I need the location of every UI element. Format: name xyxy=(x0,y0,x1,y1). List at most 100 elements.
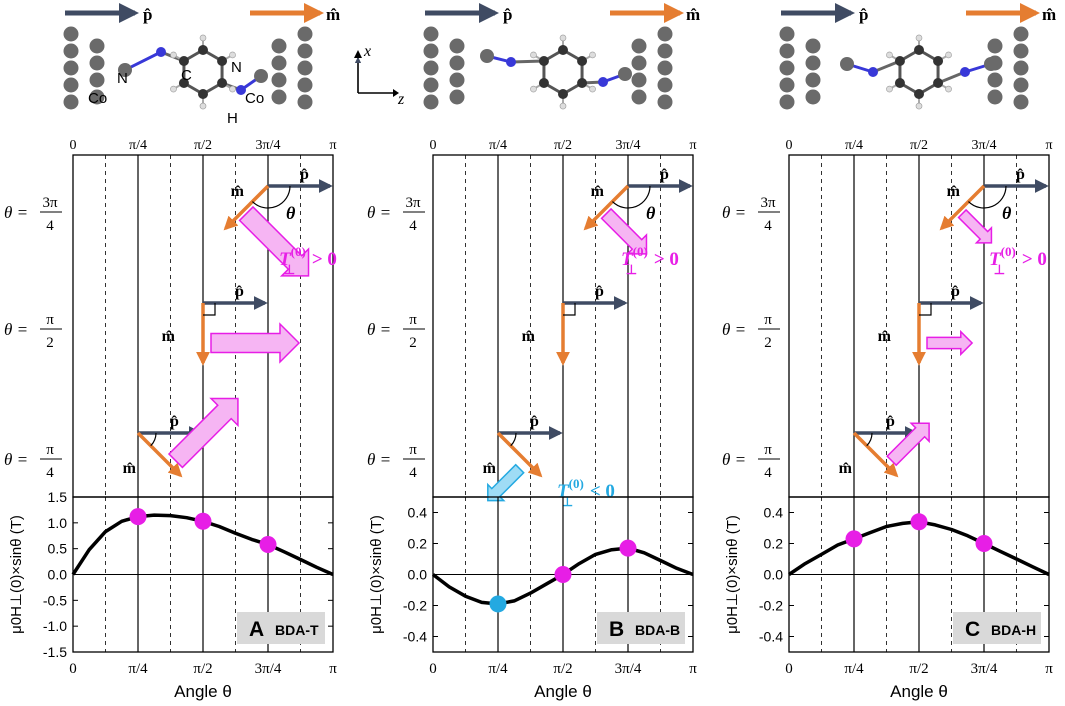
co-atom xyxy=(779,26,795,42)
co-atom xyxy=(449,72,465,88)
co-atom xyxy=(423,94,439,110)
torque-label-sub: ⊥ xyxy=(284,262,295,277)
row-label-den: 2 xyxy=(764,335,772,351)
co-atom xyxy=(657,60,673,76)
torque-label-positive: T(0) ⊥ > 0 xyxy=(989,244,1047,277)
x-tick-label: 0 xyxy=(785,661,793,677)
m-legend-label: m̂ xyxy=(326,5,340,24)
h-atom xyxy=(530,51,537,59)
p-vector-label: p̂ xyxy=(951,283,960,300)
h-atom xyxy=(945,85,952,93)
h-atom xyxy=(199,102,207,110)
y-tick-label: -0.2 xyxy=(403,598,427,614)
co-atom xyxy=(1013,77,1029,93)
m-vector-label: m̂ xyxy=(231,183,245,200)
m-legend-label: m̂ xyxy=(686,5,700,24)
c-atom xyxy=(914,45,924,55)
co-atom xyxy=(779,77,795,93)
row-label-den: 2 xyxy=(46,335,54,351)
x-axis-label: Angle θ xyxy=(174,682,232,701)
p-vector-label: p̂ xyxy=(886,413,895,430)
y-axis-label: μ0H⊥(0)×sinθ (T) xyxy=(724,515,741,634)
torque-label-sign: > 0 xyxy=(649,249,679,270)
row-label-num: 3π xyxy=(760,195,776,211)
c-atom xyxy=(217,78,228,88)
molecule-panel-c: p̂ m̂ xyxy=(779,5,1056,110)
row-label-den: 4 xyxy=(409,218,417,234)
co-atom xyxy=(449,38,465,54)
torque-label-negative: T(0) ⊥ < 0 xyxy=(557,476,615,509)
m-vector-label: m̂ xyxy=(123,460,137,477)
top-tick-label: π/4 xyxy=(489,138,507,153)
n-atom xyxy=(156,47,166,57)
panel-letter: A xyxy=(249,618,264,641)
x-tick-label: π/4 xyxy=(128,661,148,677)
h-atom xyxy=(199,34,207,42)
torque-label-main: T xyxy=(989,249,1002,270)
h-atom xyxy=(229,85,236,93)
x-axis-label: Angle θ xyxy=(534,682,592,701)
p-vector-label: p̂ xyxy=(595,283,604,300)
row-label-num: π xyxy=(46,442,54,458)
p-vector-label: p̂ xyxy=(530,413,539,430)
panel-letter: B xyxy=(609,618,624,641)
c-atom xyxy=(894,56,905,66)
co-atom xyxy=(1013,94,1029,110)
row-label-lhs: θ = xyxy=(367,450,391,469)
top-tick-label: π/4 xyxy=(129,138,147,153)
co-atom-bonded xyxy=(254,69,268,83)
label-co2: Co xyxy=(245,90,264,107)
co-atom xyxy=(987,38,1003,54)
x-tick-label: π/4 xyxy=(844,661,864,677)
top-tick-label: 3π/4 xyxy=(616,138,641,153)
axis-icon-x-head xyxy=(354,50,362,58)
m-vector xyxy=(136,431,183,478)
theta-label: θ xyxy=(286,203,296,223)
vector-diagram-c: 0 π/4 π/2 3π/4 π p̂ m̂ θ p̂ m̂ p̂ m̂ T(0) ⊥ > 0 xyxy=(786,138,1053,498)
co-atom-bonded xyxy=(118,63,132,77)
label-h: H xyxy=(227,110,238,127)
p-vector-label: p̂ xyxy=(235,283,244,300)
torque-arrow-positive xyxy=(957,208,993,244)
m-vector-label: m̂ xyxy=(878,328,892,345)
p-vector-label: p̂ xyxy=(170,413,179,430)
row-label-num: 3π xyxy=(405,195,421,211)
h-atom xyxy=(915,34,923,42)
co-atom-bonded xyxy=(984,57,998,71)
m-vector xyxy=(939,184,986,231)
theta-label: θ xyxy=(1002,203,1012,223)
row-label-num: π xyxy=(46,312,54,328)
molecule-panel-b: p̂ m̂ xyxy=(423,5,700,110)
c-atom xyxy=(217,56,228,66)
h-atom xyxy=(229,51,236,59)
torque-arrow-positive xyxy=(600,207,648,255)
p-vector-label: p̂ xyxy=(660,166,669,183)
panel-name: BDA-H xyxy=(991,622,1036,638)
co-atom xyxy=(805,89,821,105)
c-atom xyxy=(178,78,189,88)
co-atom xyxy=(89,55,105,71)
torque-arrow-positive xyxy=(886,422,930,467)
c-atom xyxy=(558,45,568,55)
torque-label-main: T xyxy=(621,249,634,270)
p-vector-label: p̂ xyxy=(1016,166,1025,183)
y-tick-label: 0.0 xyxy=(48,567,68,583)
h-atom xyxy=(886,85,893,93)
co-atom xyxy=(297,77,313,93)
top-tick-label: 3π/4 xyxy=(256,138,281,153)
co-atom xyxy=(805,72,821,88)
torque-arrow-positive xyxy=(210,322,301,364)
co-atom xyxy=(1013,60,1029,76)
n-atom xyxy=(506,57,516,67)
panel-label-box xyxy=(237,612,325,644)
co-atom xyxy=(1013,43,1029,59)
n-atom xyxy=(598,77,608,87)
co-atom-bonded xyxy=(480,49,494,63)
co-atom xyxy=(297,43,313,59)
n-atom xyxy=(236,85,246,95)
data-marker xyxy=(554,566,572,583)
m-vector xyxy=(223,184,270,231)
top-tick-label: π/2 xyxy=(554,138,572,153)
row-label-num: 3π xyxy=(42,195,58,211)
